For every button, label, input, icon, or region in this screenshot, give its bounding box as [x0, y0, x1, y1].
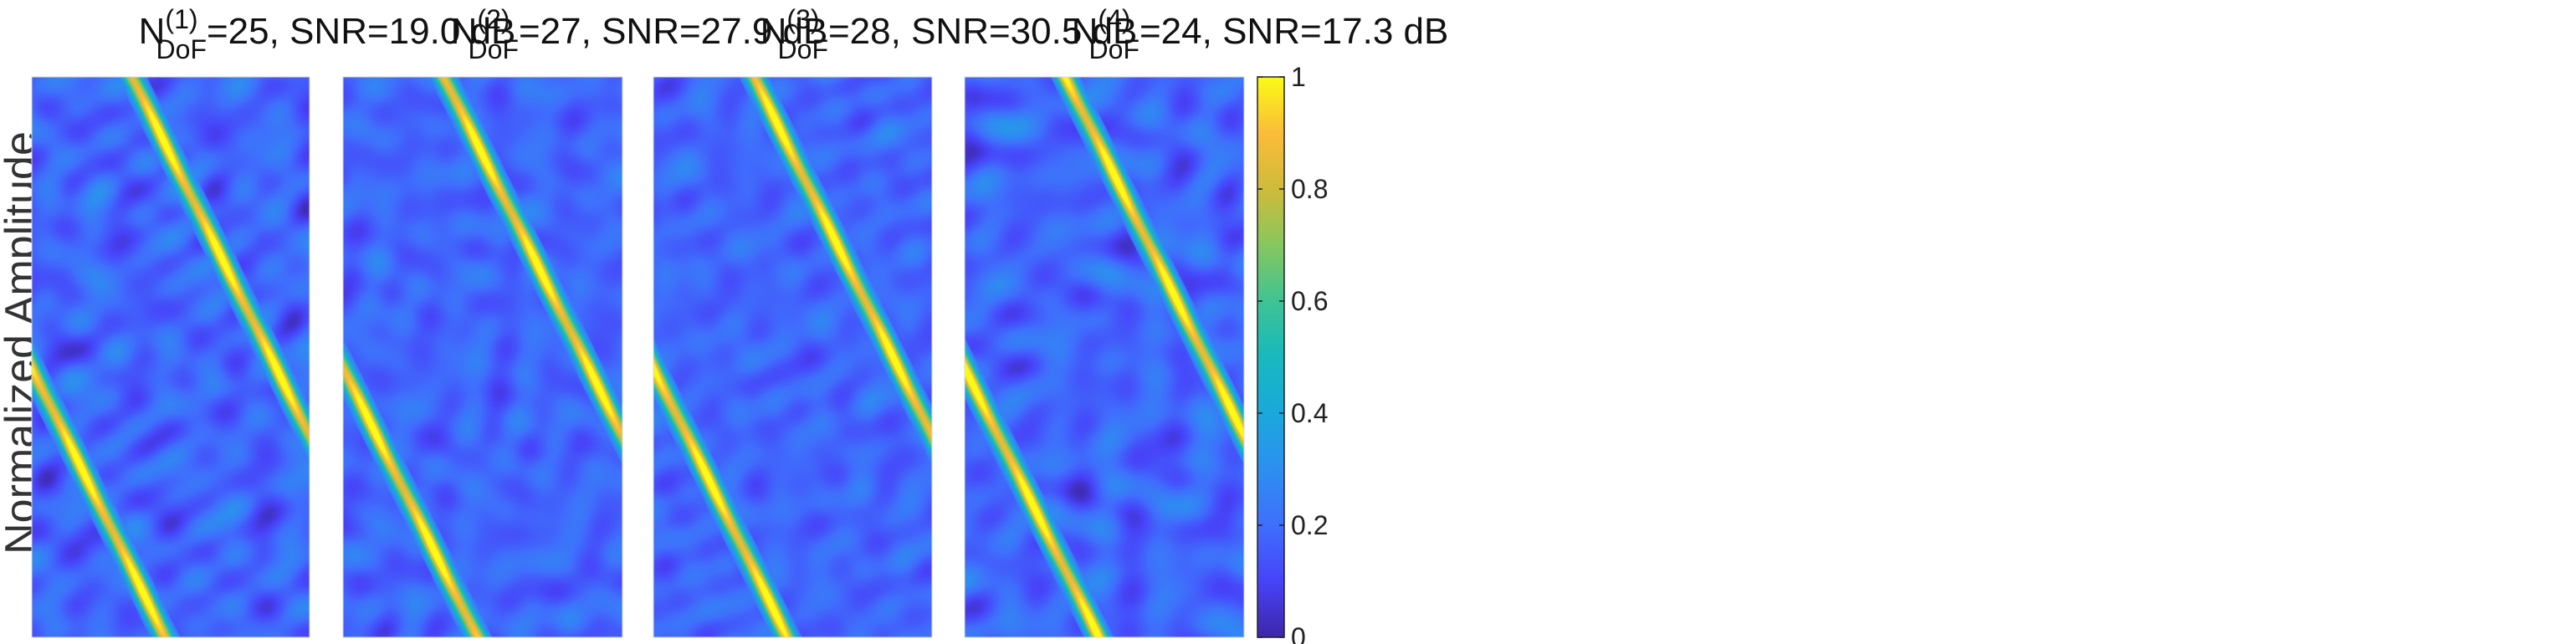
- panel-4-title: N(4) DoF=24, SNR=17.3 dB: [1072, 4, 1449, 64]
- panel-4-title-base: N: [1072, 11, 1099, 52]
- panel-2-title-sub: DoF: [469, 34, 519, 64]
- panel-3-title-sup: (3): [786, 4, 819, 34]
- panel-4-title-sub: DoF: [1089, 34, 1139, 64]
- panel-1-plot-area: [32, 77, 310, 637]
- panel-2-heatmap: [343, 77, 622, 637]
- panel-1-title: N(1) DoF=25, SNR=19.0 dB: [139, 4, 516, 64]
- colorbar-tick-label: 0.8: [1291, 174, 1328, 204]
- panel-2-plot-area: [343, 77, 622, 637]
- panel-3-plot-area: [653, 77, 932, 637]
- colorbar-gradient: [1257, 77, 1284, 637]
- colorbar-tick-label: 0: [1291, 622, 1306, 644]
- panel-4-title-rest: =24, SNR=17.3 dB: [1139, 11, 1448, 52]
- panel-1-heatmap: [32, 77, 310, 637]
- panel-1-frame: [31, 76, 310, 638]
- panel-1-title-rest: =25, SNR=19.0 dB: [207, 11, 515, 52]
- panel-1-title-sub: DoF: [156, 34, 207, 64]
- panel-3-title-sub: DoF: [778, 34, 828, 64]
- panel-4-heatmap: [965, 77, 1244, 637]
- panel-3-title: N(3) DoF=28, SNR=30.5 dB: [761, 4, 1138, 64]
- panel-3-title-base: N: [761, 11, 787, 52]
- panel-3-title-rest: =28, SNR=30.5 dB: [828, 11, 1137, 52]
- colorbar-tick-label: 0.2: [1291, 510, 1328, 540]
- colorbar: 0 0.2 0.4 0.6 0.8 1: [1257, 62, 1328, 644]
- colorbar-tick-label: 1: [1291, 62, 1306, 92]
- panel-2: N(2) DoF=27, SNR=27.9 dB: [342, 4, 828, 638]
- panel-3: N(3) DoF=28, SNR=30.5 dB: [653, 4, 1138, 638]
- panel-1: N(1) DoF=25, SNR=19.0 dB: [31, 4, 516, 638]
- panel-2-title-sup: (2): [477, 4, 510, 34]
- panel-4-frame: [964, 76, 1245, 638]
- panel-1-title-base: N: [139, 11, 166, 52]
- panel-4-title-sup: (4): [1098, 4, 1130, 34]
- colorbar-frame: [1257, 76, 1285, 638]
- panel-2-title: N(2) DoF=27, SNR=27.9 dB: [451, 4, 828, 64]
- panel-4-plot-area: [965, 77, 1244, 637]
- panel-2-title-base: N: [451, 11, 478, 52]
- panel-2-frame: [342, 76, 623, 638]
- panel-3-frame: [653, 76, 933, 638]
- panel-1-title-sup: (1): [165, 4, 197, 34]
- panel-4: N(4) DoF=24, SNR=17.3 dB: [964, 4, 1449, 638]
- colorbar-ticks: 0 0.2 0.4 0.6 0.8 1: [1257, 62, 1328, 644]
- colorbar-tick-label: 0.6: [1291, 286, 1328, 316]
- panel-3-heatmap: [653, 77, 932, 637]
- panel-2-title-rest: =27, SNR=27.9 dB: [519, 11, 827, 52]
- colorbar-tick-label: 0.4: [1291, 398, 1328, 428]
